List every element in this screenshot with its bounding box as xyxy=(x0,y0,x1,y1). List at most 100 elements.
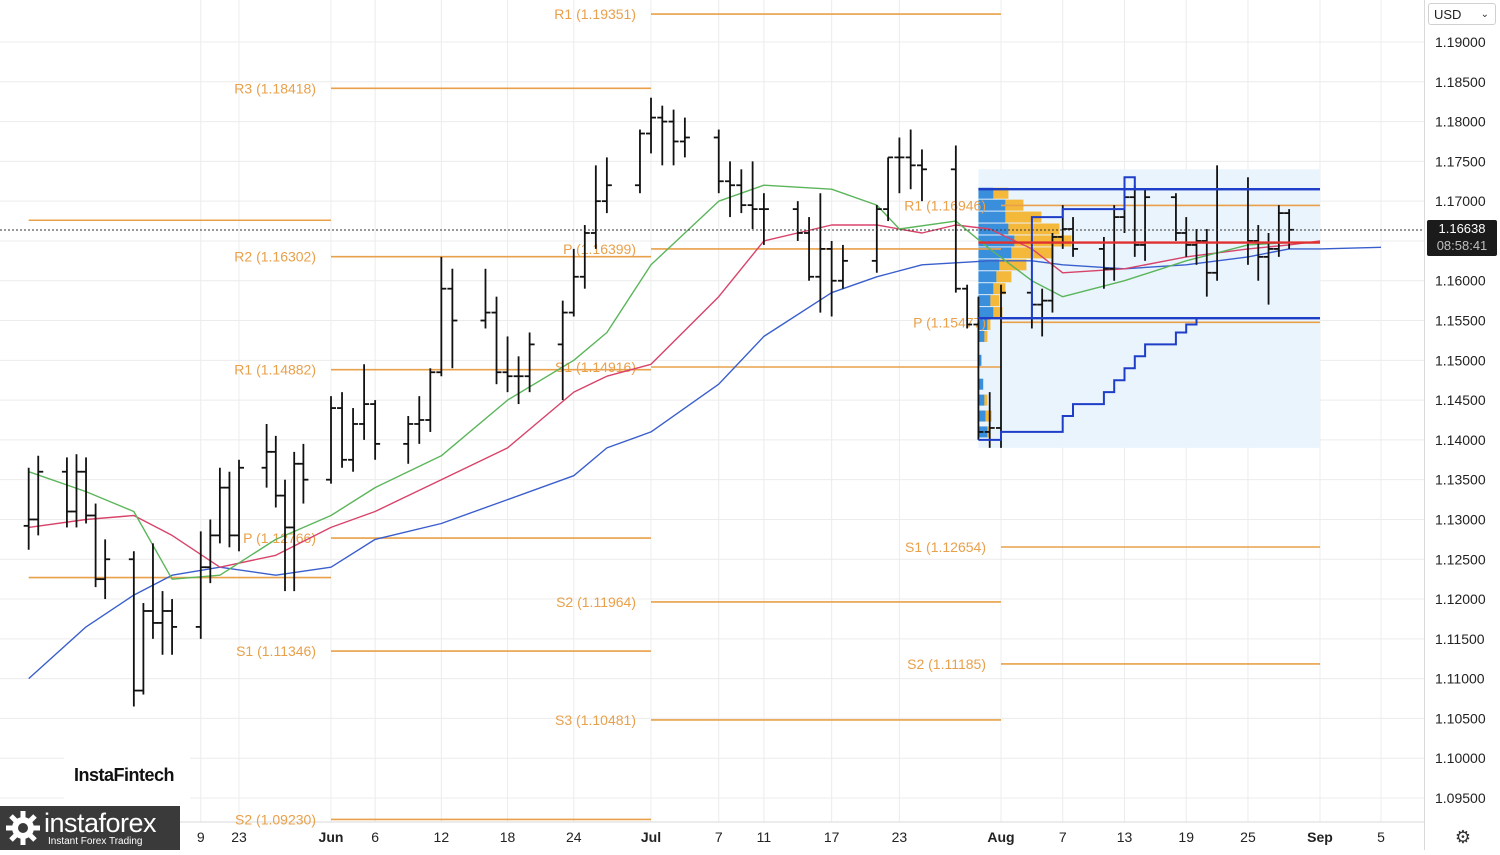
watermark-box xyxy=(64,738,190,808)
x-tick-label: Jul xyxy=(641,829,661,845)
volume-bar-down xyxy=(978,187,994,199)
x-tick-label: 9 xyxy=(197,829,205,845)
pivot-label: S2 (1.09230) xyxy=(235,811,316,827)
volume-bar-up xyxy=(1014,235,1072,247)
ohlc-bar xyxy=(1098,236,1109,289)
ohlc-bar xyxy=(33,455,44,536)
ohlc-bar xyxy=(425,368,436,432)
ohlc-bar xyxy=(1140,189,1151,261)
ohlc-bar xyxy=(414,396,425,444)
ohlc-bar xyxy=(359,364,370,440)
y-tick-label: 1.17000 xyxy=(1435,193,1486,209)
currency-select[interactable]: USD ⌄ xyxy=(1428,3,1496,25)
x-tick-label: 23 xyxy=(892,829,908,845)
ohlc-bar xyxy=(804,217,815,281)
gear-icon[interactable]: ⚙ xyxy=(1454,827,1472,847)
ohlc-bar xyxy=(337,392,348,468)
ohlc-bar xyxy=(815,193,826,313)
ohlc-bar xyxy=(205,519,216,584)
ohlc-bar xyxy=(157,591,168,655)
volume-bar-up xyxy=(993,283,1006,295)
pivot-label: S3 (1.10481) xyxy=(555,712,636,728)
x-tick-label: Sep xyxy=(1307,829,1333,845)
ohlc-bar xyxy=(1047,232,1058,313)
volume-bar-down xyxy=(978,378,984,390)
ohlc-bar xyxy=(996,284,1006,448)
y-tick-label: 1.15000 xyxy=(1435,352,1486,368)
ohlc-bar xyxy=(1129,185,1140,257)
ohlc-bar xyxy=(601,157,612,214)
ohlc-bar xyxy=(280,479,290,592)
volume-bar-down xyxy=(978,223,1009,235)
pivot-label: S1 (1.14916) xyxy=(555,359,636,375)
y-tick-label: 1.18000 xyxy=(1435,114,1486,130)
price-chart[interactable]: R3 (1.18418) R2 (1.16302) R1 (1.14882) P (1… xyxy=(0,0,1424,850)
volume-bar-down xyxy=(978,410,986,422)
ohlc-bar xyxy=(984,392,995,448)
price-axis[interactable]: 1.190001.185001.180001.175001.170001.165… xyxy=(1424,0,1500,850)
y-axis-labels: 1.190001.185001.180001.175001.170001.165… xyxy=(1435,34,1486,806)
value-area-lines xyxy=(0,176,1424,441)
x-tick-label: 18 xyxy=(500,829,516,845)
volume-bar-down xyxy=(978,283,994,295)
pivot-label: R2 (1.16302) xyxy=(234,249,316,265)
x-tick-label: 12 xyxy=(434,829,450,845)
ohlc-bar xyxy=(1037,288,1048,337)
ohlc-bar xyxy=(224,471,235,548)
pivot-label: S2 (1.11964) xyxy=(556,594,636,610)
ohlc-bar xyxy=(447,268,458,369)
y-tick-label: 1.15500 xyxy=(1435,313,1486,329)
ohlc-bar xyxy=(326,396,336,484)
ohlc-bar xyxy=(590,165,601,249)
x-tick-label: 13 xyxy=(1117,829,1133,845)
pivot-label: S1 (1.11346) xyxy=(236,643,316,659)
instaforex-logo-name: instaforex xyxy=(44,808,157,838)
volume-bar-down xyxy=(978,319,988,331)
ohlc-bar xyxy=(1181,217,1192,257)
y-tick-label: 1.10500 xyxy=(1435,710,1486,726)
ohlc-bar xyxy=(195,531,206,639)
ohlc-bar xyxy=(871,205,882,273)
ohlc-bar xyxy=(100,539,111,600)
volume-bar-down xyxy=(978,307,994,319)
ohlc-bar xyxy=(758,193,769,245)
ohlc-bar xyxy=(568,248,579,317)
ohlc-bar xyxy=(289,451,300,592)
x-tick-label: 5 xyxy=(1377,829,1385,845)
y-tick-label: 1.14500 xyxy=(1435,392,1486,408)
ohlc-bar xyxy=(905,129,916,190)
volume-profile-background xyxy=(978,169,1320,448)
ohlc-bar xyxy=(747,161,758,230)
ohlc-bar xyxy=(23,467,34,550)
ohlc-bar xyxy=(61,457,72,528)
y-tick-label: 1.13000 xyxy=(1435,511,1486,527)
ohlc-bar xyxy=(1263,232,1274,305)
x-tick-label: Aug xyxy=(987,829,1014,845)
volume-bar-down xyxy=(978,199,1006,211)
volume-bar-down xyxy=(978,271,997,283)
volume-bar-down xyxy=(978,235,1015,247)
ohlc-bar xyxy=(792,201,803,241)
ohlc-bar xyxy=(403,416,414,464)
volume-bar-down xyxy=(978,354,982,366)
chart-grid xyxy=(0,0,1424,823)
ohlc-bar xyxy=(725,161,736,218)
ohlc-bar xyxy=(1068,217,1079,257)
y-tick-label: 1.11000 xyxy=(1435,671,1485,687)
volume-bar-up xyxy=(996,271,1012,283)
ohlc-bar xyxy=(837,244,848,289)
ohlc-bar xyxy=(1170,193,1181,241)
ohlc-bar xyxy=(261,423,272,488)
ohlc-bar xyxy=(128,551,139,707)
ohlc-bar xyxy=(524,332,535,393)
ohlc-bar xyxy=(298,443,309,504)
x-tick-label: Jun xyxy=(319,829,344,845)
ohlc-bar xyxy=(1201,229,1212,297)
pivot-label: R1 (1.19351) xyxy=(554,6,636,22)
pivot-label: S1 (1.12654) xyxy=(905,539,986,555)
ohlc-bar xyxy=(167,599,178,655)
chevron-down-icon: ⌄ xyxy=(1480,9,1489,20)
volume-bar-up xyxy=(1008,223,1060,235)
ohlc-bar xyxy=(557,300,568,401)
ohlc-bar xyxy=(81,457,92,524)
